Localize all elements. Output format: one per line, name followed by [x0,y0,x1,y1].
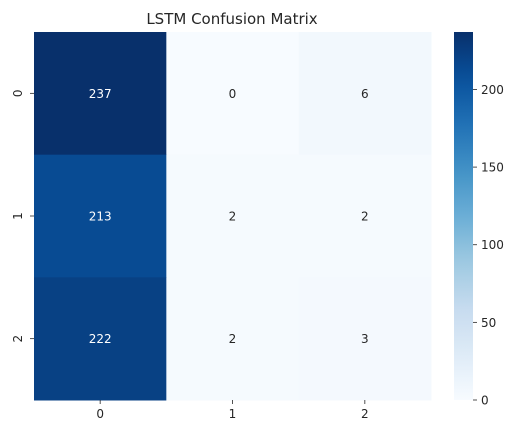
y-tick-label: 2 [11,335,25,343]
x-tick-label: 2 [361,407,369,421]
cell-value-label: 2 [229,332,237,346]
heatmap-cell [166,32,300,156]
heatmap-cell [166,277,300,401]
cell-value-label: 2 [361,210,369,224]
heatmap-cell [298,277,432,401]
y-axis: 0 1 2 [11,90,34,343]
heatmap-cell [298,154,432,278]
cell-value-label: 6 [361,87,369,101]
colorbar-tick-label: 50 [481,316,496,330]
chart-title: LSTM Confusion Matrix [146,10,317,28]
y-tick-label: 0 [11,90,25,98]
heatmap-cells [34,32,432,401]
colorbar-tick-label: 200 [481,83,504,97]
x-tick-label: 1 [229,407,237,421]
colorbar-ticks: 0 50 100 150 200 [473,83,504,408]
cell-value-label: 2 [229,210,237,224]
heatmap-cell [34,154,167,278]
x-axis: 0 1 2 [96,400,369,421]
heatmap-cell [34,32,167,156]
cell-value-label: 3 [361,332,369,346]
heatmap-cell [34,277,167,401]
cell-value-label: 213 [89,210,112,224]
x-tick-label: 0 [96,407,104,421]
colorbar [454,32,473,400]
cell-value-label: 0 [229,87,237,101]
heatmap-cell [298,32,432,156]
cell-value-label: 222 [89,332,112,346]
cell-value-label: 237 [89,87,112,101]
colorbar-tick-label: 100 [481,238,504,252]
y-tick-label: 1 [11,212,25,220]
heatmap-cell [166,154,300,278]
colorbar-tick-label: 150 [481,161,504,175]
colorbar-tick-label: 0 [481,394,489,408]
